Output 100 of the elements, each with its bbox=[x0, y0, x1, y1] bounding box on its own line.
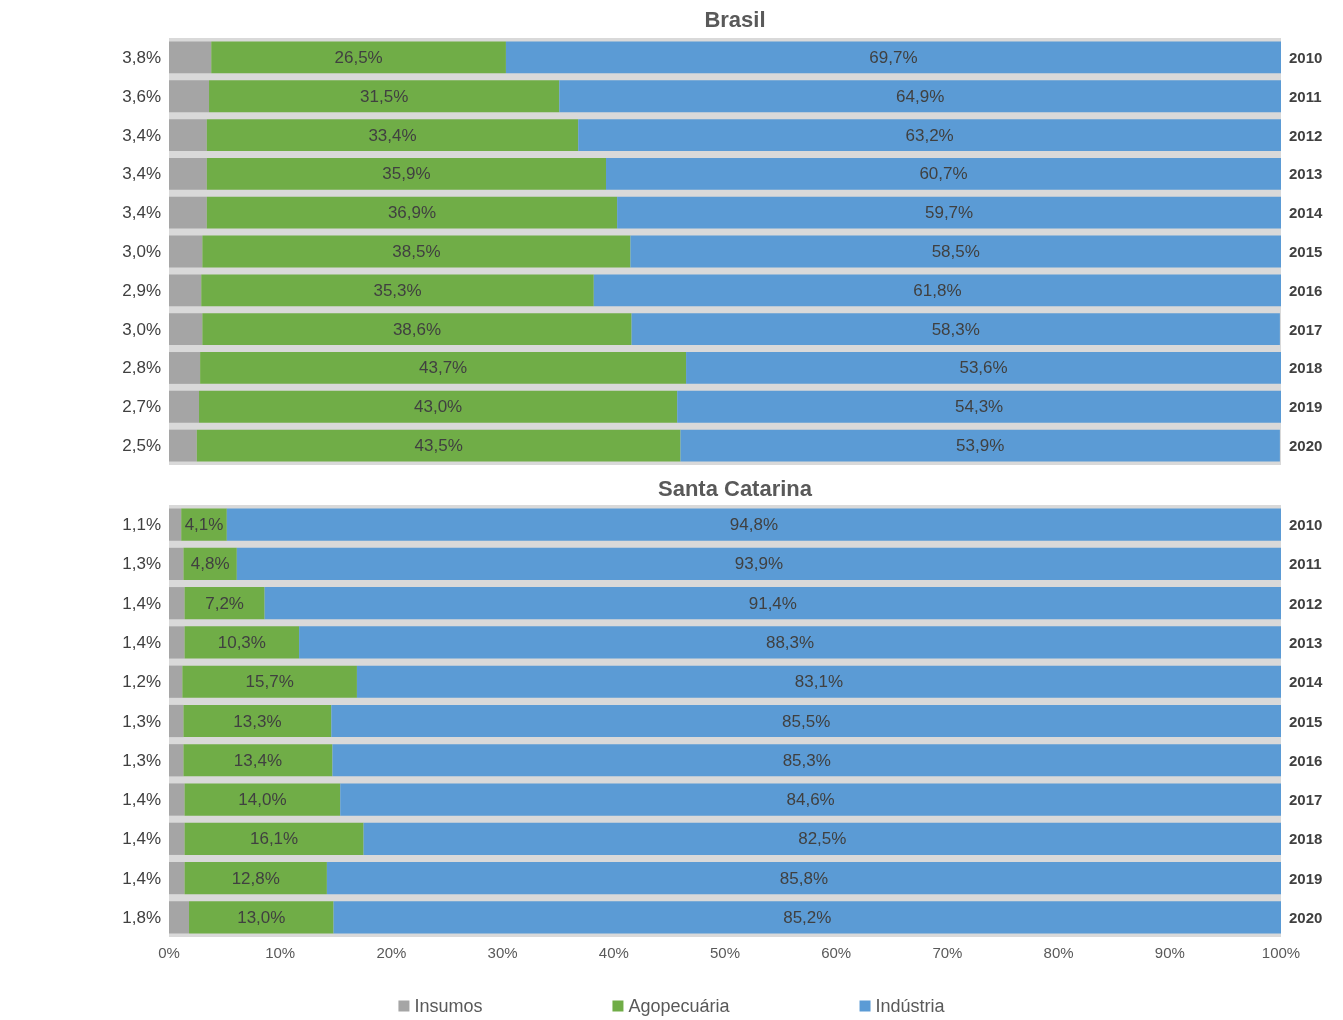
y-tick-label: 2017 bbox=[1289, 320, 1323, 338]
data-label: 82,5% bbox=[798, 829, 847, 849]
data-label: 58,3% bbox=[931, 319, 980, 339]
y-tick-label: 2013 bbox=[1289, 633, 1323, 651]
data-label: 1,3% bbox=[122, 554, 161, 574]
x-tick-label: 20% bbox=[376, 944, 407, 961]
data-label: 94,8% bbox=[729, 515, 779, 535]
y-tick-label: 2020 bbox=[1289, 437, 1323, 455]
y-tick-label: 2019 bbox=[1289, 398, 1323, 416]
data-label: 85,3% bbox=[782, 750, 831, 770]
data-label: 10,3% bbox=[217, 632, 266, 652]
data-label: 58,5% bbox=[931, 242, 980, 261]
chart-title: Brasil bbox=[704, 6, 766, 32]
data-label: 63,2% bbox=[905, 125, 954, 145]
data-label: 13,0% bbox=[237, 907, 286, 927]
y-tick-label: 2014 bbox=[1289, 204, 1324, 222]
data-label: 2,8% bbox=[122, 358, 161, 378]
data-label: 2,9% bbox=[122, 280, 161, 300]
data-label: 54,3% bbox=[954, 397, 1004, 417]
data-label: 3,0% bbox=[122, 319, 161, 339]
x-tick-label: 10% bbox=[265, 944, 296, 961]
y-tick-label: 2016 bbox=[1289, 751, 1323, 769]
data-label: 85,8% bbox=[779, 868, 829, 888]
data-label: 1,3% bbox=[122, 711, 161, 731]
legend-label: Insumos bbox=[414, 996, 483, 1016]
data-label: 36,9% bbox=[387, 203, 437, 223]
data-label: 1,3% bbox=[122, 750, 161, 770]
x-tick-label: 0% bbox=[158, 944, 180, 961]
data-label: 53,9% bbox=[956, 436, 1005, 456]
data-label: 38,6% bbox=[392, 319, 442, 339]
y-tick-label: 2014 bbox=[1289, 673, 1324, 691]
y-tick-label: 2011 bbox=[1289, 555, 1322, 573]
y-tick-label: 2010 bbox=[1289, 516, 1323, 534]
data-label: 88,3% bbox=[765, 632, 815, 652]
data-label: 13,3% bbox=[233, 711, 282, 731]
data-label: 1,4% bbox=[122, 829, 161, 849]
data-label: 85,2% bbox=[783, 907, 832, 927]
y-tick-label: 2017 bbox=[1289, 791, 1323, 809]
y-tick-label: 2018 bbox=[1289, 830, 1323, 848]
y-tick-label: 2019 bbox=[1289, 869, 1323, 887]
data-label: 43,7% bbox=[419, 358, 468, 378]
data-label: 33,4% bbox=[368, 125, 417, 145]
data-label: 16,1% bbox=[249, 829, 299, 849]
x-tick-label: 60% bbox=[821, 944, 852, 961]
data-label: 26,5% bbox=[334, 47, 383, 67]
data-label: 1,4% bbox=[122, 593, 161, 613]
data-label: 12,8% bbox=[231, 868, 280, 888]
data-label: 3,4% bbox=[122, 125, 161, 145]
x-tick-label: 30% bbox=[487, 944, 518, 961]
data-label: 60,7% bbox=[919, 164, 968, 184]
data-label: 69,7% bbox=[869, 47, 918, 67]
chart-title: Santa Catarina bbox=[657, 475, 813, 501]
data-label: 64,9% bbox=[896, 86, 945, 106]
data-label: 83,1% bbox=[794, 672, 844, 692]
data-label: 1,4% bbox=[122, 868, 161, 888]
data-label: 14,0% bbox=[238, 790, 287, 810]
data-label: 4,8% bbox=[190, 554, 230, 574]
y-tick-label: 2012 bbox=[1289, 126, 1323, 144]
y-tick-label: 2013 bbox=[1289, 165, 1323, 183]
data-label: 53,6% bbox=[959, 358, 1008, 378]
y-tick-label: 2015 bbox=[1289, 712, 1323, 730]
data-label: 61,8% bbox=[913, 280, 962, 300]
data-label: 3,0% bbox=[122, 242, 161, 261]
data-label: 2,7% bbox=[122, 397, 161, 417]
y-tick-label: 2011 bbox=[1289, 87, 1322, 105]
x-tick-label: 90% bbox=[1154, 944, 1185, 961]
x-tick-label: 40% bbox=[598, 944, 629, 961]
data-label: 1,4% bbox=[122, 790, 161, 810]
data-label: 15,7% bbox=[245, 672, 294, 692]
legend-label: Indústria bbox=[875, 996, 946, 1016]
data-label: 35,9% bbox=[382, 164, 431, 184]
y-tick-label: 2016 bbox=[1289, 281, 1323, 299]
data-label: 59,7% bbox=[924, 203, 974, 223]
data-label: 7,2% bbox=[205, 593, 244, 613]
y-tick-label: 2018 bbox=[1289, 359, 1323, 377]
data-label: 2,5% bbox=[122, 436, 161, 456]
y-tick-label: 2020 bbox=[1289, 908, 1323, 926]
legend-label: Agopecuária bbox=[628, 996, 731, 1016]
data-label: 1,4% bbox=[122, 632, 161, 652]
x-tick-label: 100% bbox=[1261, 944, 1301, 961]
data-label: 43,0% bbox=[414, 397, 463, 417]
data-label: 84,6% bbox=[786, 790, 835, 810]
x-tick-label: 80% bbox=[1043, 944, 1074, 961]
y-tick-label: 2010 bbox=[1289, 48, 1323, 66]
data-label: 85,5% bbox=[782, 711, 831, 731]
data-label: 91,4% bbox=[748, 593, 797, 613]
data-label: 35,3% bbox=[373, 280, 422, 300]
data-label: 13,4% bbox=[233, 750, 283, 770]
data-label: 4,1% bbox=[184, 515, 224, 535]
y-tick-label: 2012 bbox=[1289, 594, 1323, 612]
data-label: 1,2% bbox=[122, 672, 161, 692]
data-label: 3,8% bbox=[122, 47, 161, 67]
data-label: 3,6% bbox=[122, 86, 161, 106]
y-tick-label: 2015 bbox=[1289, 243, 1323, 260]
x-tick-label: 50% bbox=[709, 944, 741, 961]
x-tick-label: 70% bbox=[932, 944, 963, 961]
data-label: 1,1% bbox=[122, 515, 161, 535]
data-label: 31,5% bbox=[360, 86, 409, 106]
data-label: 3,4% bbox=[122, 203, 161, 223]
data-label: 38,5% bbox=[392, 242, 441, 261]
